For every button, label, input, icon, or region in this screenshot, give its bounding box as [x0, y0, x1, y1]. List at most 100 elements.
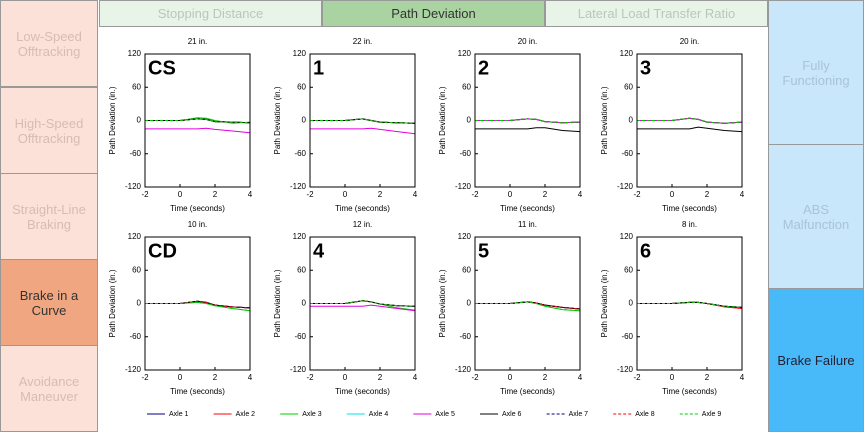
data-line — [637, 126, 743, 133]
x-tick-label: -2 — [633, 373, 641, 382]
y-axis-label: Path Deviation (in.) — [108, 269, 117, 337]
data-line — [145, 117, 251, 124]
data-line — [145, 301, 251, 312]
y-tick-label: 120 — [128, 232, 142, 241]
x-axis-label: Time (seconds) — [335, 204, 390, 213]
y-tick-label: 120 — [293, 49, 307, 58]
data-line — [310, 300, 416, 311]
y-tick-label: -120 — [455, 365, 472, 374]
chart-title: 12 in. — [353, 220, 373, 229]
x-axis-label: Time (seconds) — [662, 387, 717, 396]
x-tick-label: 4 — [578, 190, 583, 199]
y-tick-label: 0 — [137, 116, 142, 125]
x-tick-label: 4 — [248, 373, 253, 382]
data-line — [145, 300, 251, 309]
data-line — [310, 118, 416, 124]
menu-item[interactable]: Fully Functioning — [768, 0, 864, 145]
data-line — [145, 127, 251, 134]
plot-frame — [144, 53, 251, 188]
tab[interactable]: Path Deviation — [322, 0, 545, 27]
menu-item[interactable]: Avoidance Maneuver — [0, 345, 98, 432]
y-tick-label: -60 — [459, 332, 471, 341]
menu-item[interactable]: Brake in a Curve — [0, 259, 98, 346]
plot-frame — [474, 236, 581, 371]
y-axis-label: Path Deviation (in.) — [438, 86, 447, 154]
y-tick-label: -120 — [290, 182, 307, 191]
tab[interactable]: Stopping Distance — [99, 0, 322, 27]
data-line — [310, 118, 416, 124]
chart-label: 1 — [313, 57, 324, 79]
plot-frame — [636, 236, 743, 371]
data-line — [475, 301, 581, 310]
y-tick-label: -60 — [129, 149, 141, 158]
data-line — [637, 301, 743, 309]
data-line — [637, 301, 743, 308]
data-line — [637, 117, 743, 124]
x-tick-label: 0 — [178, 373, 183, 382]
y-tick-label: 0 — [467, 116, 472, 125]
y-tick-label: 60 — [297, 265, 306, 274]
x-tick-label: -2 — [141, 373, 149, 382]
menu-item[interactable]: Straight-Line Braking — [0, 173, 98, 260]
y-tick-label: 0 — [302, 116, 307, 125]
tab[interactable]: Lateral Load Transfer Ratio — [545, 0, 768, 27]
data-line — [310, 118, 416, 124]
y-tick-label: 60 — [624, 82, 633, 91]
chart-title: 22 in. — [353, 37, 373, 46]
y-tick-label: -60 — [621, 149, 633, 158]
y-tick-label: 120 — [620, 232, 634, 241]
data-line — [475, 118, 581, 124]
chart-title: 21 in. — [188, 37, 208, 46]
data-line — [637, 301, 743, 308]
x-tick-label: 2 — [705, 190, 710, 199]
data-line — [637, 117, 743, 124]
data-line — [145, 301, 251, 312]
y-tick-label: -120 — [617, 182, 634, 191]
x-tick-label: 2 — [213, 190, 218, 199]
data-line — [475, 301, 581, 310]
data-line — [310, 300, 416, 307]
data-line — [637, 117, 743, 124]
y-axis-label: Path Deviation (in.) — [600, 269, 609, 337]
data-line — [475, 118, 581, 124]
legend-label: Axle 6 — [502, 411, 522, 418]
y-tick-label: -120 — [125, 365, 142, 374]
chart-title: 10 in. — [188, 220, 208, 229]
legend-label: Axle 9 — [702, 411, 722, 418]
chart-title: 20 in. — [518, 37, 538, 46]
y-tick-label: -60 — [129, 332, 141, 341]
y-tick-label: 120 — [458, 49, 472, 58]
data-line — [475, 301, 581, 310]
y-tick-label: 120 — [293, 232, 307, 241]
x-tick-label: -2 — [633, 190, 641, 199]
data-line — [310, 118, 416, 124]
data-line — [475, 127, 581, 133]
data-line — [637, 301, 743, 308]
y-axis-label: Path Deviation (in.) — [273, 86, 282, 154]
menu-item[interactable]: ABS Malfunction — [768, 144, 864, 289]
chart-label: 3 — [640, 57, 651, 79]
x-tick-label: -2 — [306, 373, 314, 382]
x-tick-label: -2 — [141, 190, 149, 199]
data-line — [475, 118, 581, 124]
y-tick-label: -60 — [459, 149, 471, 158]
data-line — [637, 117, 743, 124]
data-line — [145, 118, 251, 124]
data-line — [475, 118, 581, 124]
chart-label: 5 — [478, 240, 489, 262]
menu-item[interactable]: Brake Failure — [768, 288, 864, 432]
y-tick-label: 0 — [137, 299, 142, 308]
menu-item[interactable]: Low-Speed Offtracking — [0, 0, 98, 87]
x-tick-label: 4 — [740, 190, 745, 199]
data-line — [145, 300, 251, 309]
x-tick-label: 2 — [378, 373, 383, 382]
data-line — [145, 118, 251, 124]
chart-label: CD — [148, 240, 177, 262]
x-tick-label: 4 — [578, 373, 583, 382]
x-tick-label: 0 — [343, 373, 348, 382]
plot-frame — [636, 53, 743, 188]
data-line — [475, 118, 581, 124]
data-line — [310, 118, 416, 124]
menu-item[interactable]: High-Speed Offtracking — [0, 87, 98, 174]
y-tick-label: 60 — [132, 265, 141, 274]
